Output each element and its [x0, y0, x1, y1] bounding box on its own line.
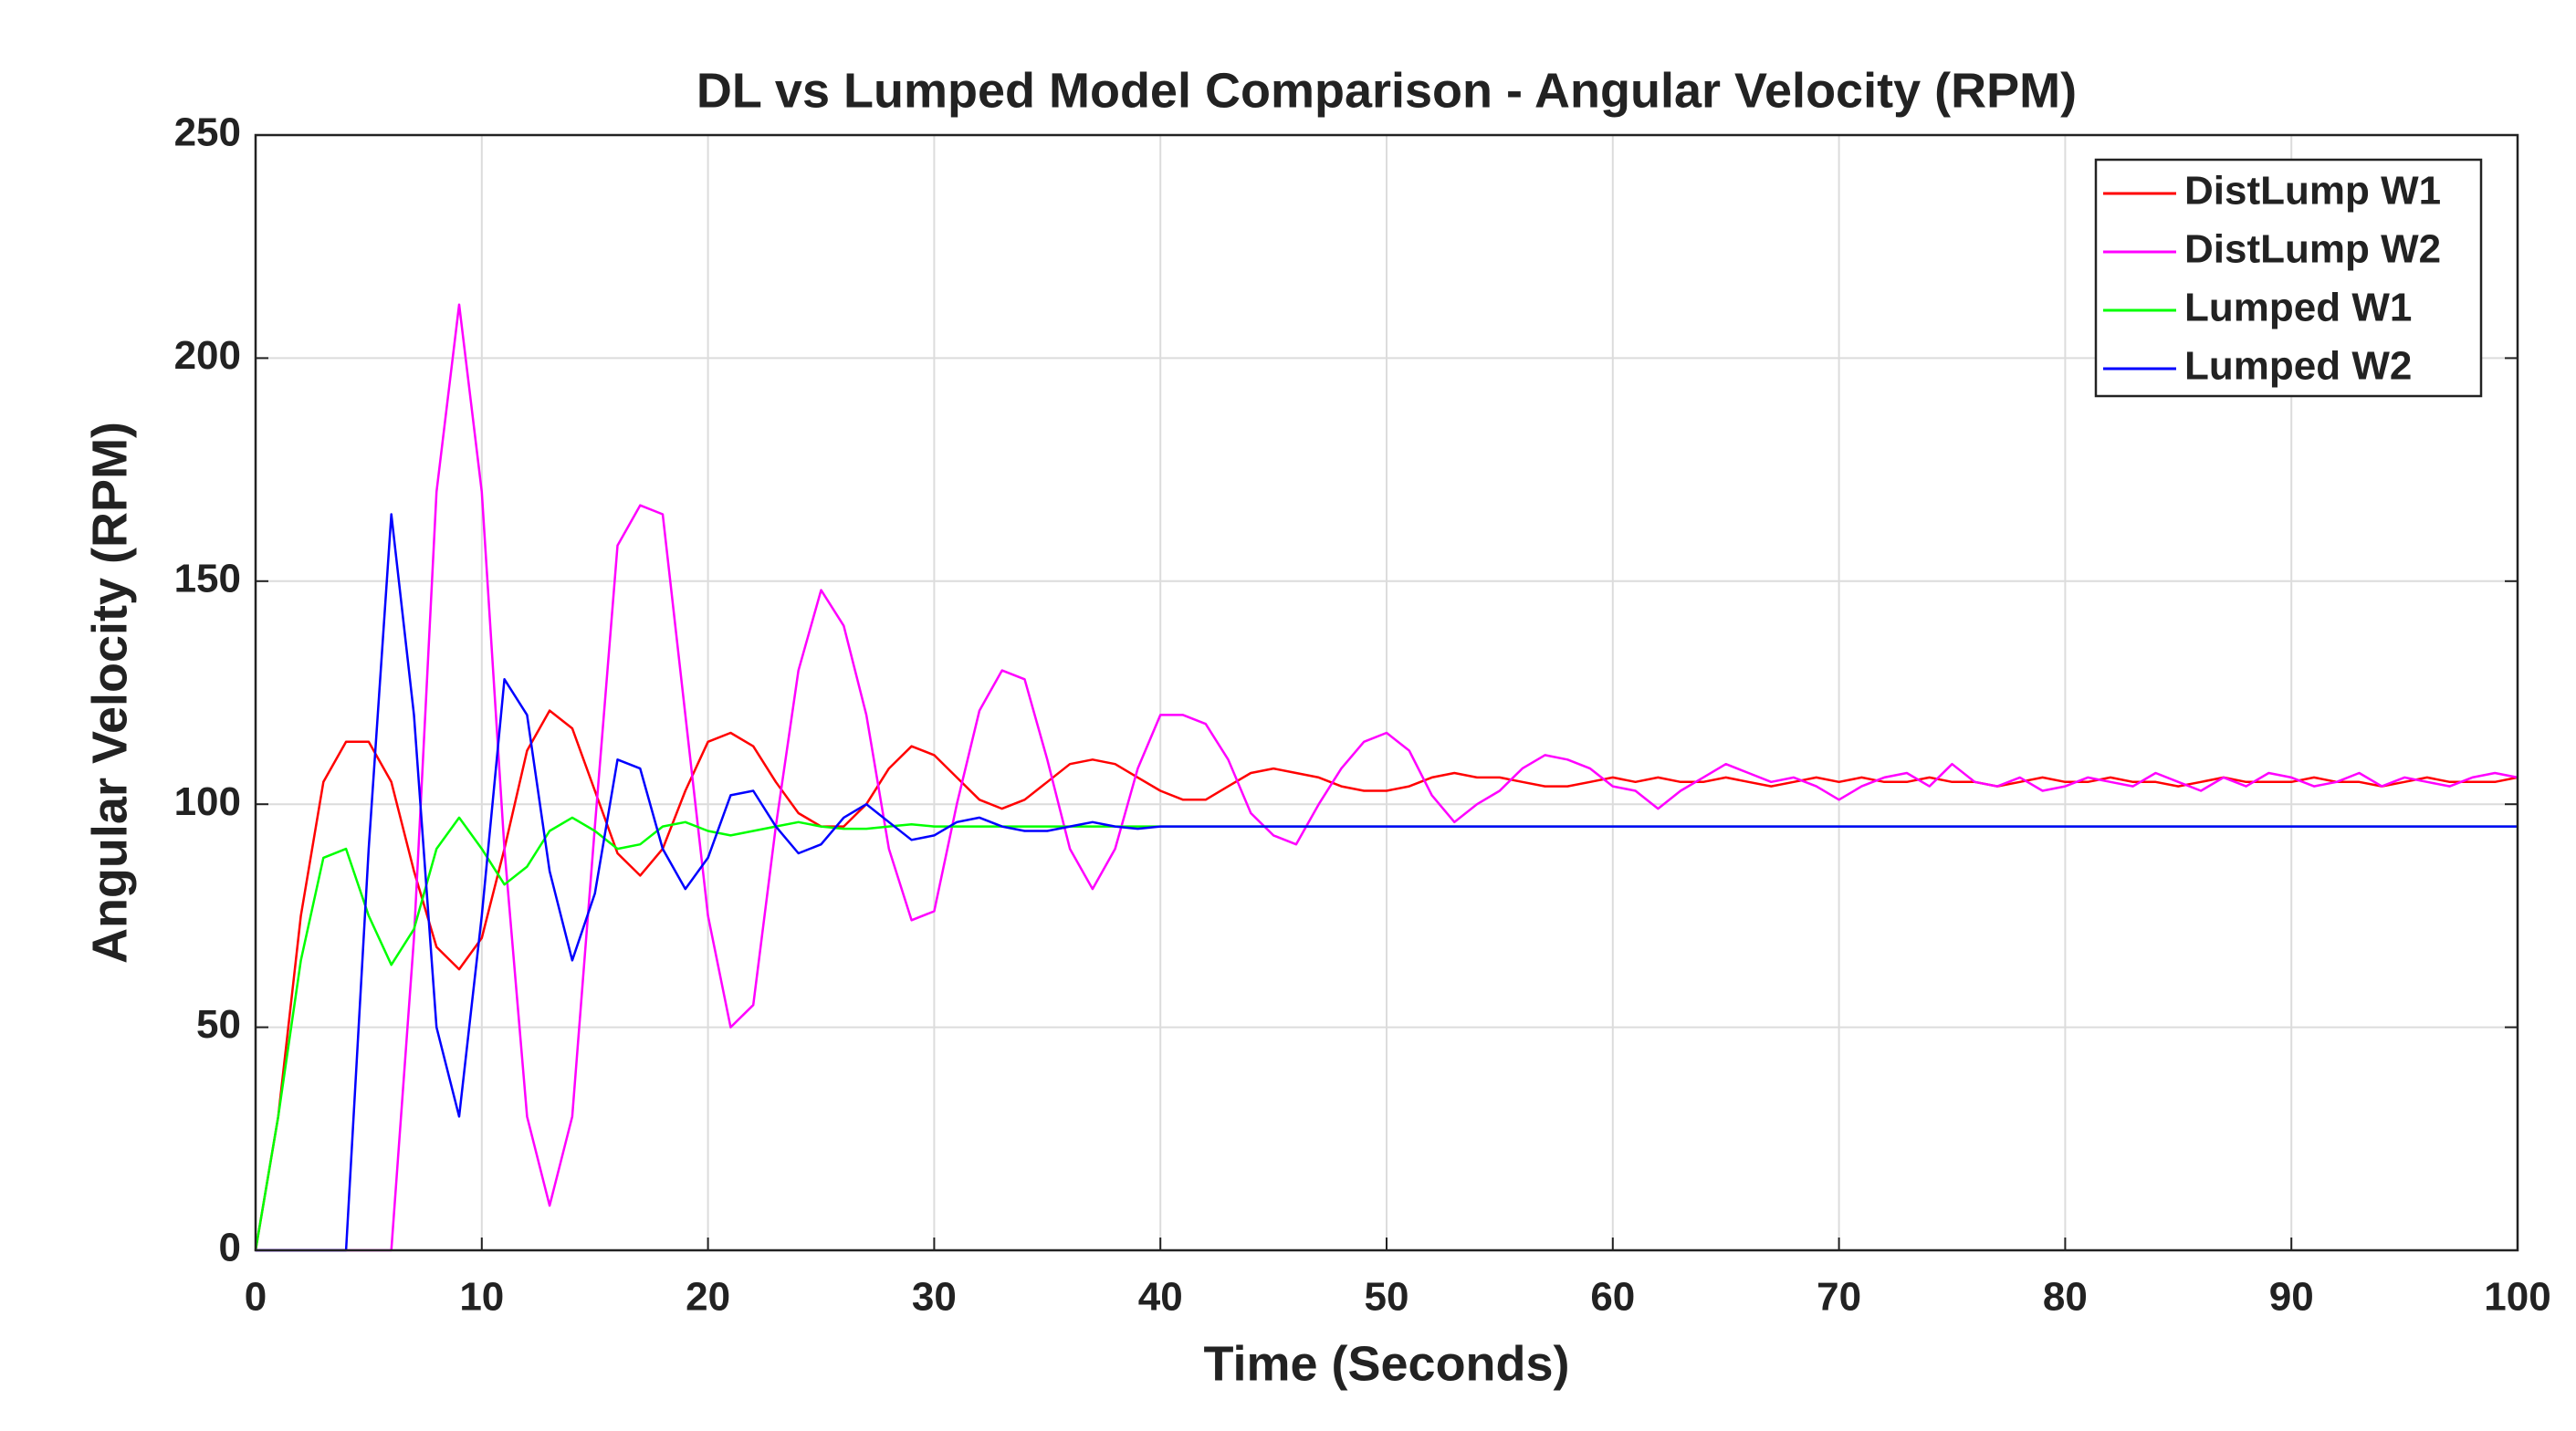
plot-frame — [254, 133, 2519, 1252]
x-tick-label: 10 — [459, 1275, 504, 1320]
legend-label: DistLump W1 — [2184, 169, 2441, 214]
y-tick-label: 200 — [174, 333, 241, 378]
x-tick-label: 30 — [912, 1275, 957, 1320]
y-tick-label: 250 — [174, 110, 241, 155]
legend-label: DistLump W2 — [2184, 227, 2441, 272]
x-tick-label: 40 — [1138, 1275, 1183, 1320]
legend-label: Lumped W2 — [2184, 344, 2412, 389]
chart-title: DL vs Lumped Model Comparison - Angular … — [696, 63, 2077, 118]
x-tick-label: 20 — [686, 1275, 730, 1320]
y-tick-label: 150 — [174, 556, 241, 601]
x-tick-label: 100 — [2484, 1275, 2550, 1320]
y-tick-label: 50 — [196, 1002, 241, 1047]
x-tick-label: 50 — [1365, 1275, 1409, 1320]
legend-label: Lumped W1 — [2184, 286, 2412, 330]
y-tick-label: 0 — [219, 1226, 241, 1270]
series-line — [256, 303, 2518, 1252]
y-tick-label: 100 — [174, 779, 241, 824]
x-tick-label: 60 — [1590, 1275, 1635, 1320]
legend-box — [2094, 158, 2483, 398]
series-line — [256, 513, 2518, 1252]
x-axis-label: Time (Seconds) — [1203, 1336, 1569, 1391]
x-tick-label: 70 — [1817, 1275, 1861, 1320]
y-axis-label: Angular Velocity (RPM) — [82, 422, 137, 964]
legend: DistLump W1 DistLump W2 Lumped W1 Lumped W2 — [2094, 158, 2483, 398]
x-tick-label: 90 — [2269, 1275, 2314, 1320]
x-tick-label: 0 — [245, 1275, 267, 1320]
x-tick-label: 80 — [2043, 1275, 2088, 1320]
